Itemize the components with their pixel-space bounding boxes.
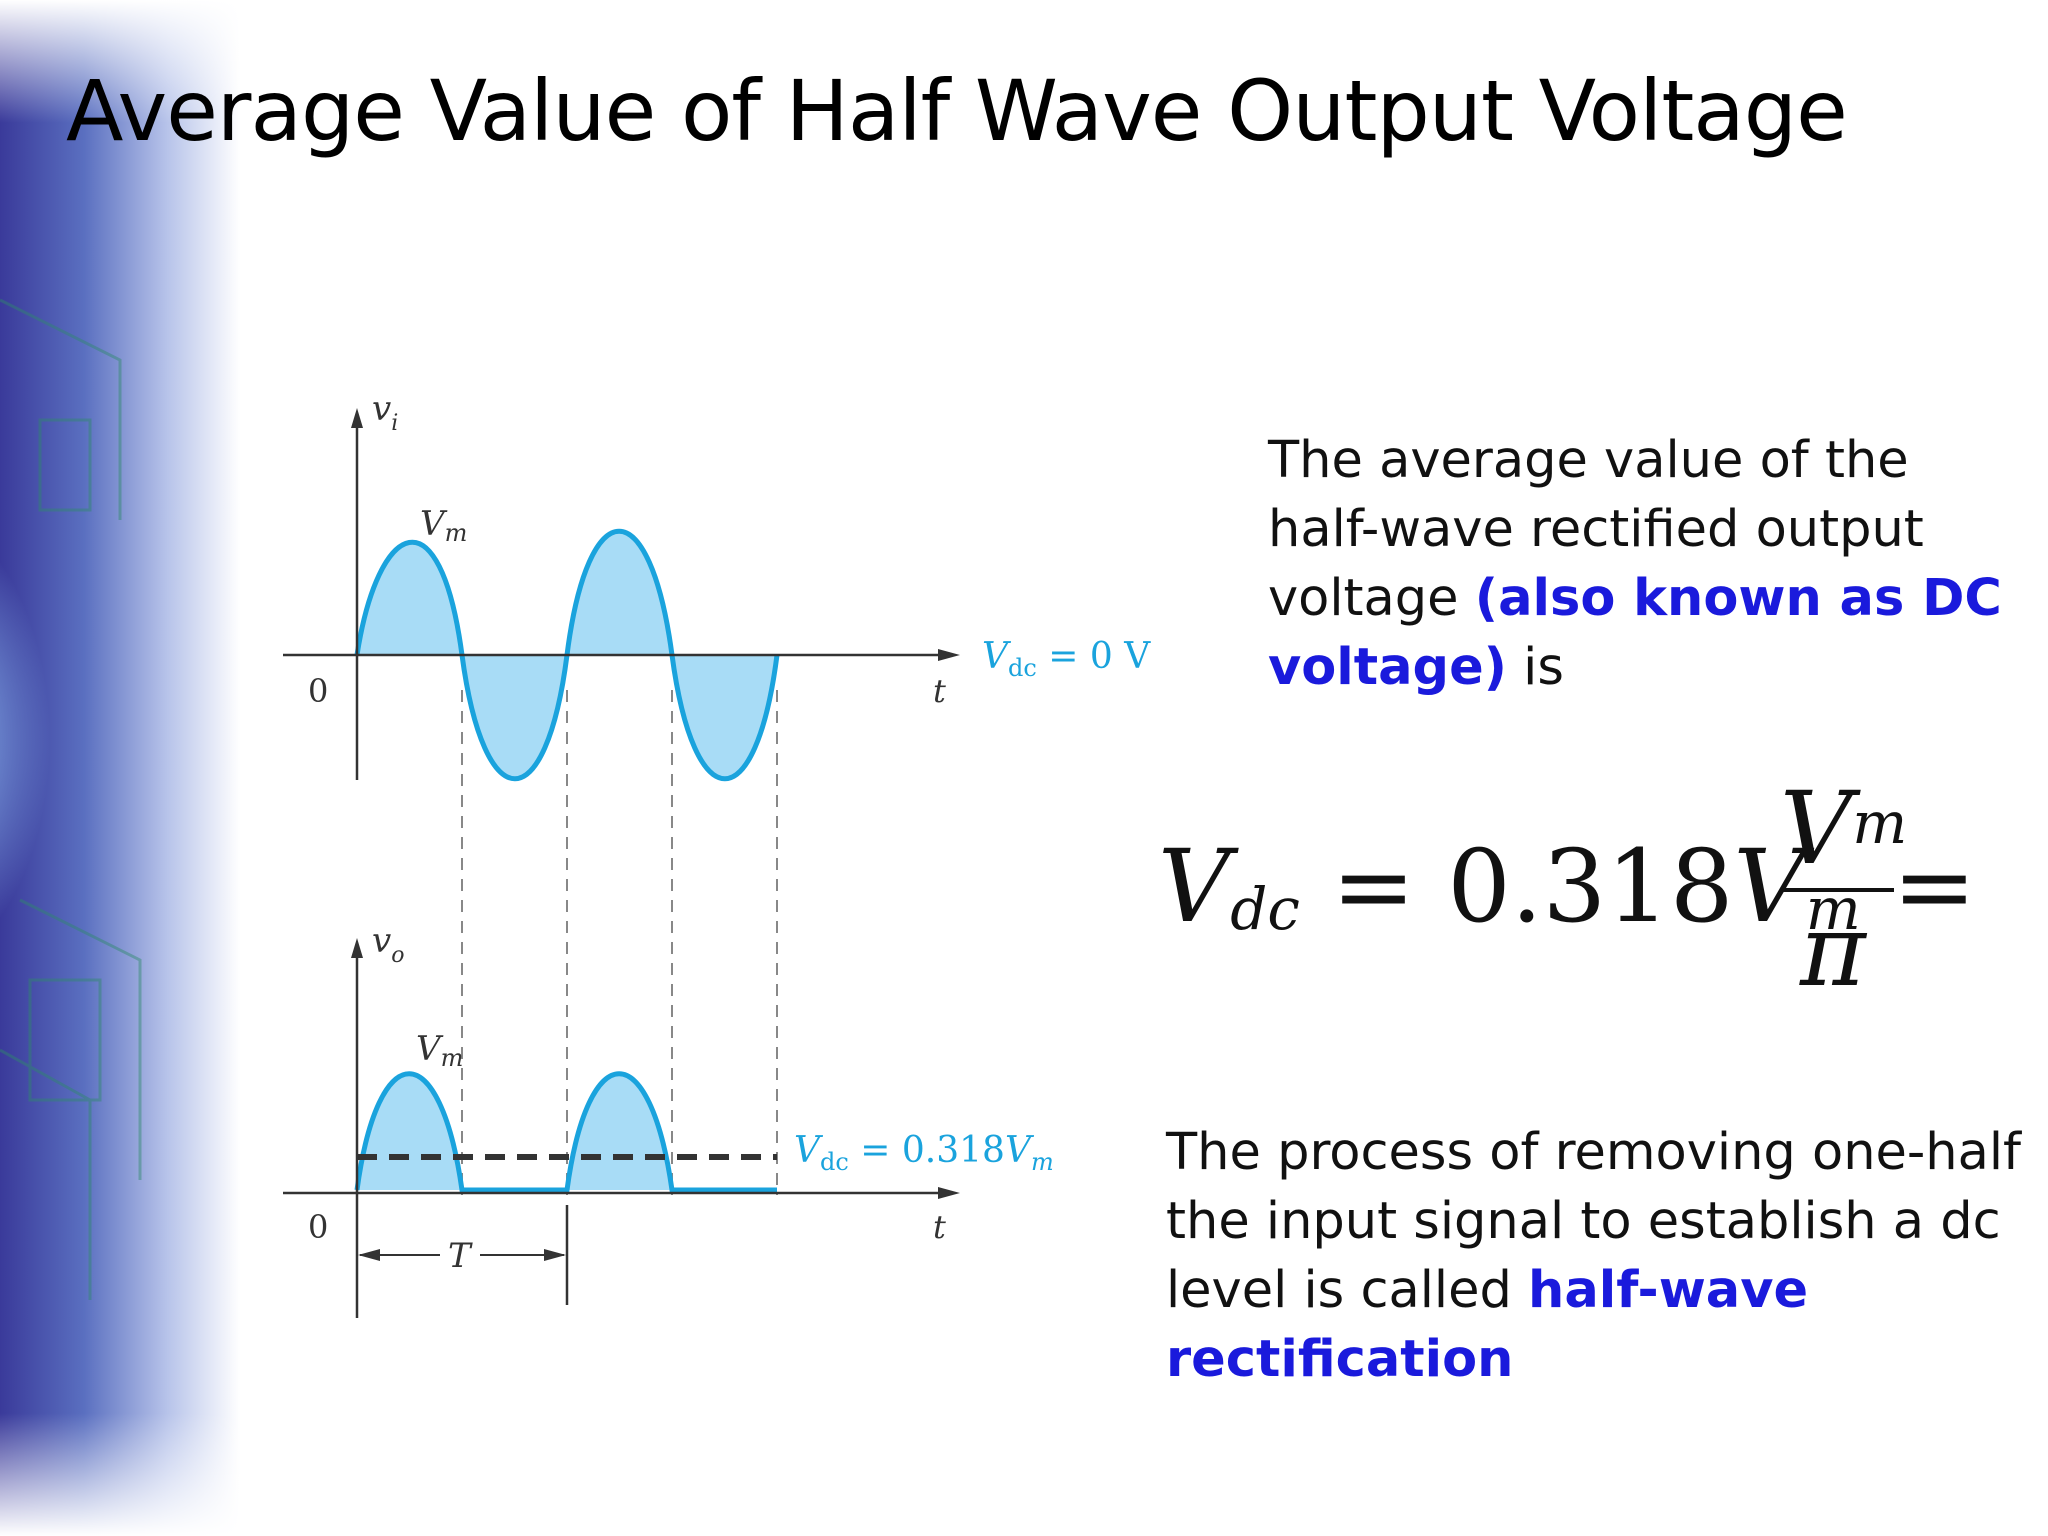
vdc-top-label: Vdc = 0 V xyxy=(982,636,1151,682)
para1-highlight: (also known as DC voltage) xyxy=(1268,569,2002,697)
para2-text-a: The process of removing one-half the inp… xyxy=(1166,1123,2021,1320)
vdc-bottom-label: Vdc = 0.318Vm xyxy=(794,1130,1054,1176)
formula-lhs: Vdc = 0.318Vm = xyxy=(1158,828,1977,945)
top-time-label: t xyxy=(933,672,946,710)
top-origin-label: 0 xyxy=(308,672,328,710)
vdc-formula: Vdc = 0.318Vm = Vm π xyxy=(1150,770,2030,1020)
para1-text-a: The average value of the half-wave recti… xyxy=(1268,431,1924,628)
bottom-voltage-axis-arrow xyxy=(351,938,363,958)
bottom-axis-label: vo xyxy=(372,921,404,968)
output-waveform xyxy=(354,1071,777,1193)
decorative-background xyxy=(0,0,240,1536)
waveform-figure: vi Vm 0 t Vdc = 0 V vo Vm 0 t Vdc = 0.31… xyxy=(283,389,1151,1318)
guide-lines xyxy=(461,690,778,1195)
average-value-description: The average value of the half-wave recti… xyxy=(1268,426,2028,702)
output-pulse-1 xyxy=(357,1073,462,1190)
period-arrowhead-left xyxy=(358,1249,380,1261)
top-peak-label: Vm xyxy=(420,504,467,547)
para2-highlight: half-wave rectification xyxy=(1166,1261,1809,1389)
top-time-axis-arrow xyxy=(938,649,960,661)
output-wave-curve xyxy=(354,1071,777,1193)
bottom-time-axis-arrow xyxy=(938,1187,960,1199)
top-axis-label: vi xyxy=(372,389,398,436)
formula-numerator: Vm xyxy=(1780,770,1908,887)
bottom-peak-label: Vm xyxy=(416,1029,463,1072)
rectification-description: The process of removing one-half the inp… xyxy=(1166,1118,2026,1394)
formula-fraction-bar xyxy=(1782,888,1894,892)
period-label: T xyxy=(448,1236,473,1276)
para1-text-b: is xyxy=(1506,638,1564,697)
formula-denominator: π xyxy=(1800,892,1866,1009)
slide-title: Average Value of Half Wave Output Voltag… xyxy=(66,62,1848,160)
output-pulse-2 xyxy=(567,1073,672,1190)
bottom-origin-label: 0 xyxy=(308,1208,328,1246)
bottom-time-label: t xyxy=(933,1208,946,1246)
top-voltage-axis-arrow xyxy=(351,408,363,428)
period-arrowhead-right xyxy=(544,1249,566,1261)
